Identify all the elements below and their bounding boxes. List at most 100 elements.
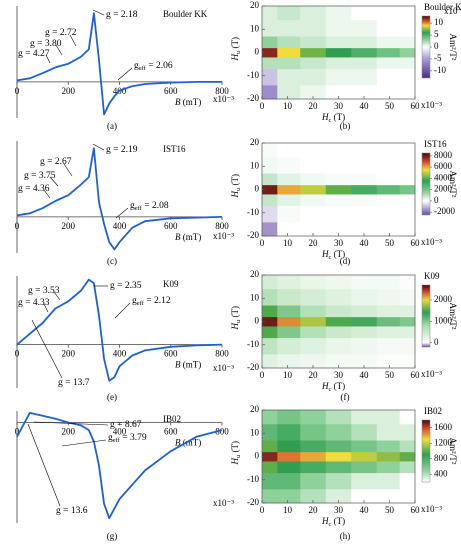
forc-cell	[277, 354, 301, 369]
x-tick-label: 0	[260, 370, 265, 380]
colorbar-tick-label: 400	[434, 468, 448, 478]
annotation-main: g = 13.6	[56, 506, 88, 516]
spectrum-line	[16, 278, 223, 382]
colorbar-tick-label: 0	[434, 337, 439, 347]
forc-cell	[262, 288, 278, 306]
forc-cell	[300, 472, 327, 490]
forc-cell	[325, 47, 352, 58]
x-axis-label: B (mT)	[175, 97, 201, 107]
forc-cell	[351, 354, 378, 369]
annotation-main: g = 13.7	[58, 378, 90, 388]
forc-cell	[399, 423, 416, 441]
forc-cell	[376, 194, 400, 207]
forc-cell	[262, 489, 278, 504]
forc-cell	[262, 205, 278, 223]
forc-cell	[300, 68, 327, 86]
forc-cell	[376, 288, 400, 306]
x-tick-label: 40	[360, 238, 370, 248]
y-axis-label-tail: (T)	[230, 306, 240, 320]
y-axis-label-main: H	[230, 191, 240, 199]
y-tick-label: -20	[247, 93, 259, 103]
forc-cell	[376, 184, 400, 195]
forc-cell	[325, 184, 352, 195]
forc-cell	[262, 440, 278, 453]
y-axis-label-sub: u	[235, 50, 242, 54]
y-axis-label-tail: (T)	[230, 174, 240, 188]
forc-cell	[300, 410, 327, 425]
x-scale-label: x10⁻³	[421, 100, 442, 110]
forc-cell	[351, 184, 378, 195]
x-tick-label: 200	[62, 427, 76, 437]
forc-cell	[399, 451, 416, 462]
y-tick-label: -10	[247, 70, 259, 80]
annotation: g = 2.18	[106, 10, 138, 20]
annotation: g = 8.67	[110, 420, 142, 430]
forc-cell	[325, 305, 352, 318]
forc-cell	[277, 184, 301, 195]
y-tick-label: 20	[250, 0, 260, 10]
forc-cell	[277, 472, 301, 490]
forc-cell	[399, 288, 416, 306]
forc-cell	[325, 410, 352, 425]
y-tick-label: 10	[250, 160, 260, 170]
x-axis-label-main: H	[321, 516, 329, 526]
forc-cell	[300, 184, 327, 195]
y-axis-label-sub: u	[235, 454, 242, 458]
forc-cell	[277, 194, 301, 207]
forc-cell	[376, 222, 400, 237]
y-tick-label: 0	[255, 47, 260, 57]
forc-cell	[325, 461, 352, 474]
y-axis-label-tail: (T)	[230, 37, 240, 51]
sample-label: K09	[424, 271, 440, 281]
forc-cell	[262, 47, 278, 58]
annotation: geff = 2.12	[132, 296, 171, 307]
x-axis-label-main: B	[175, 360, 181, 370]
x-tick-label: 20	[309, 101, 319, 111]
x-tick-label: 20	[309, 238, 319, 248]
forc-cell	[300, 19, 327, 37]
annotation-tail: = 3.79	[120, 433, 147, 443]
y-tick-label: -20	[247, 497, 259, 507]
forc-cell	[262, 6, 278, 21]
forc-cell	[277, 326, 301, 339]
forc-cell	[325, 337, 352, 355]
annotation: g = 2.35	[110, 281, 142, 291]
forc-cell	[277, 57, 301, 70]
x-axis-label-sub: c	[329, 254, 332, 261]
forc-cell	[277, 85, 301, 100]
x-axis-label-sub: c	[329, 117, 332, 124]
forc-cell	[351, 222, 378, 237]
leader-line	[114, 302, 131, 319]
forc-cell	[262, 354, 278, 369]
leader-line	[92, 143, 105, 151]
colorbar-unit: Am²/T²	[448, 171, 458, 198]
forc-cell	[300, 288, 327, 306]
colorbar-scale-label: x10⁻³	[444, 6, 461, 16]
forc-cell	[325, 288, 352, 306]
annotation-tail: = 2.06	[146, 61, 173, 71]
forc-cell	[325, 489, 352, 504]
forc-cell	[300, 489, 327, 504]
forc-cell	[325, 143, 352, 158]
leader-line	[45, 54, 51, 64]
forc-cell	[399, 6, 416, 21]
y-tick-label: 0	[255, 451, 260, 461]
forc-cell	[325, 205, 352, 223]
x-axis-label-main: B	[175, 232, 181, 242]
y-tick-label: 0	[255, 316, 260, 326]
forc-cell	[399, 68, 416, 86]
forc-cell	[277, 440, 301, 453]
annotation-main: g	[134, 61, 139, 71]
forc-cell	[399, 36, 416, 49]
leader-line	[53, 291, 61, 301]
forc-cell	[262, 68, 278, 86]
forc-cell	[399, 354, 416, 369]
forc-cell	[351, 19, 378, 37]
x-tick-label: 60	[411, 370, 421, 380]
forc-cell	[376, 410, 400, 425]
forc-cell	[262, 451, 278, 462]
x-tick-label: 400	[113, 427, 127, 437]
annotation-main: g	[130, 201, 135, 211]
y-axis-label-main: H	[230, 323, 240, 331]
x-axis-label: B (mT)	[175, 360, 201, 370]
